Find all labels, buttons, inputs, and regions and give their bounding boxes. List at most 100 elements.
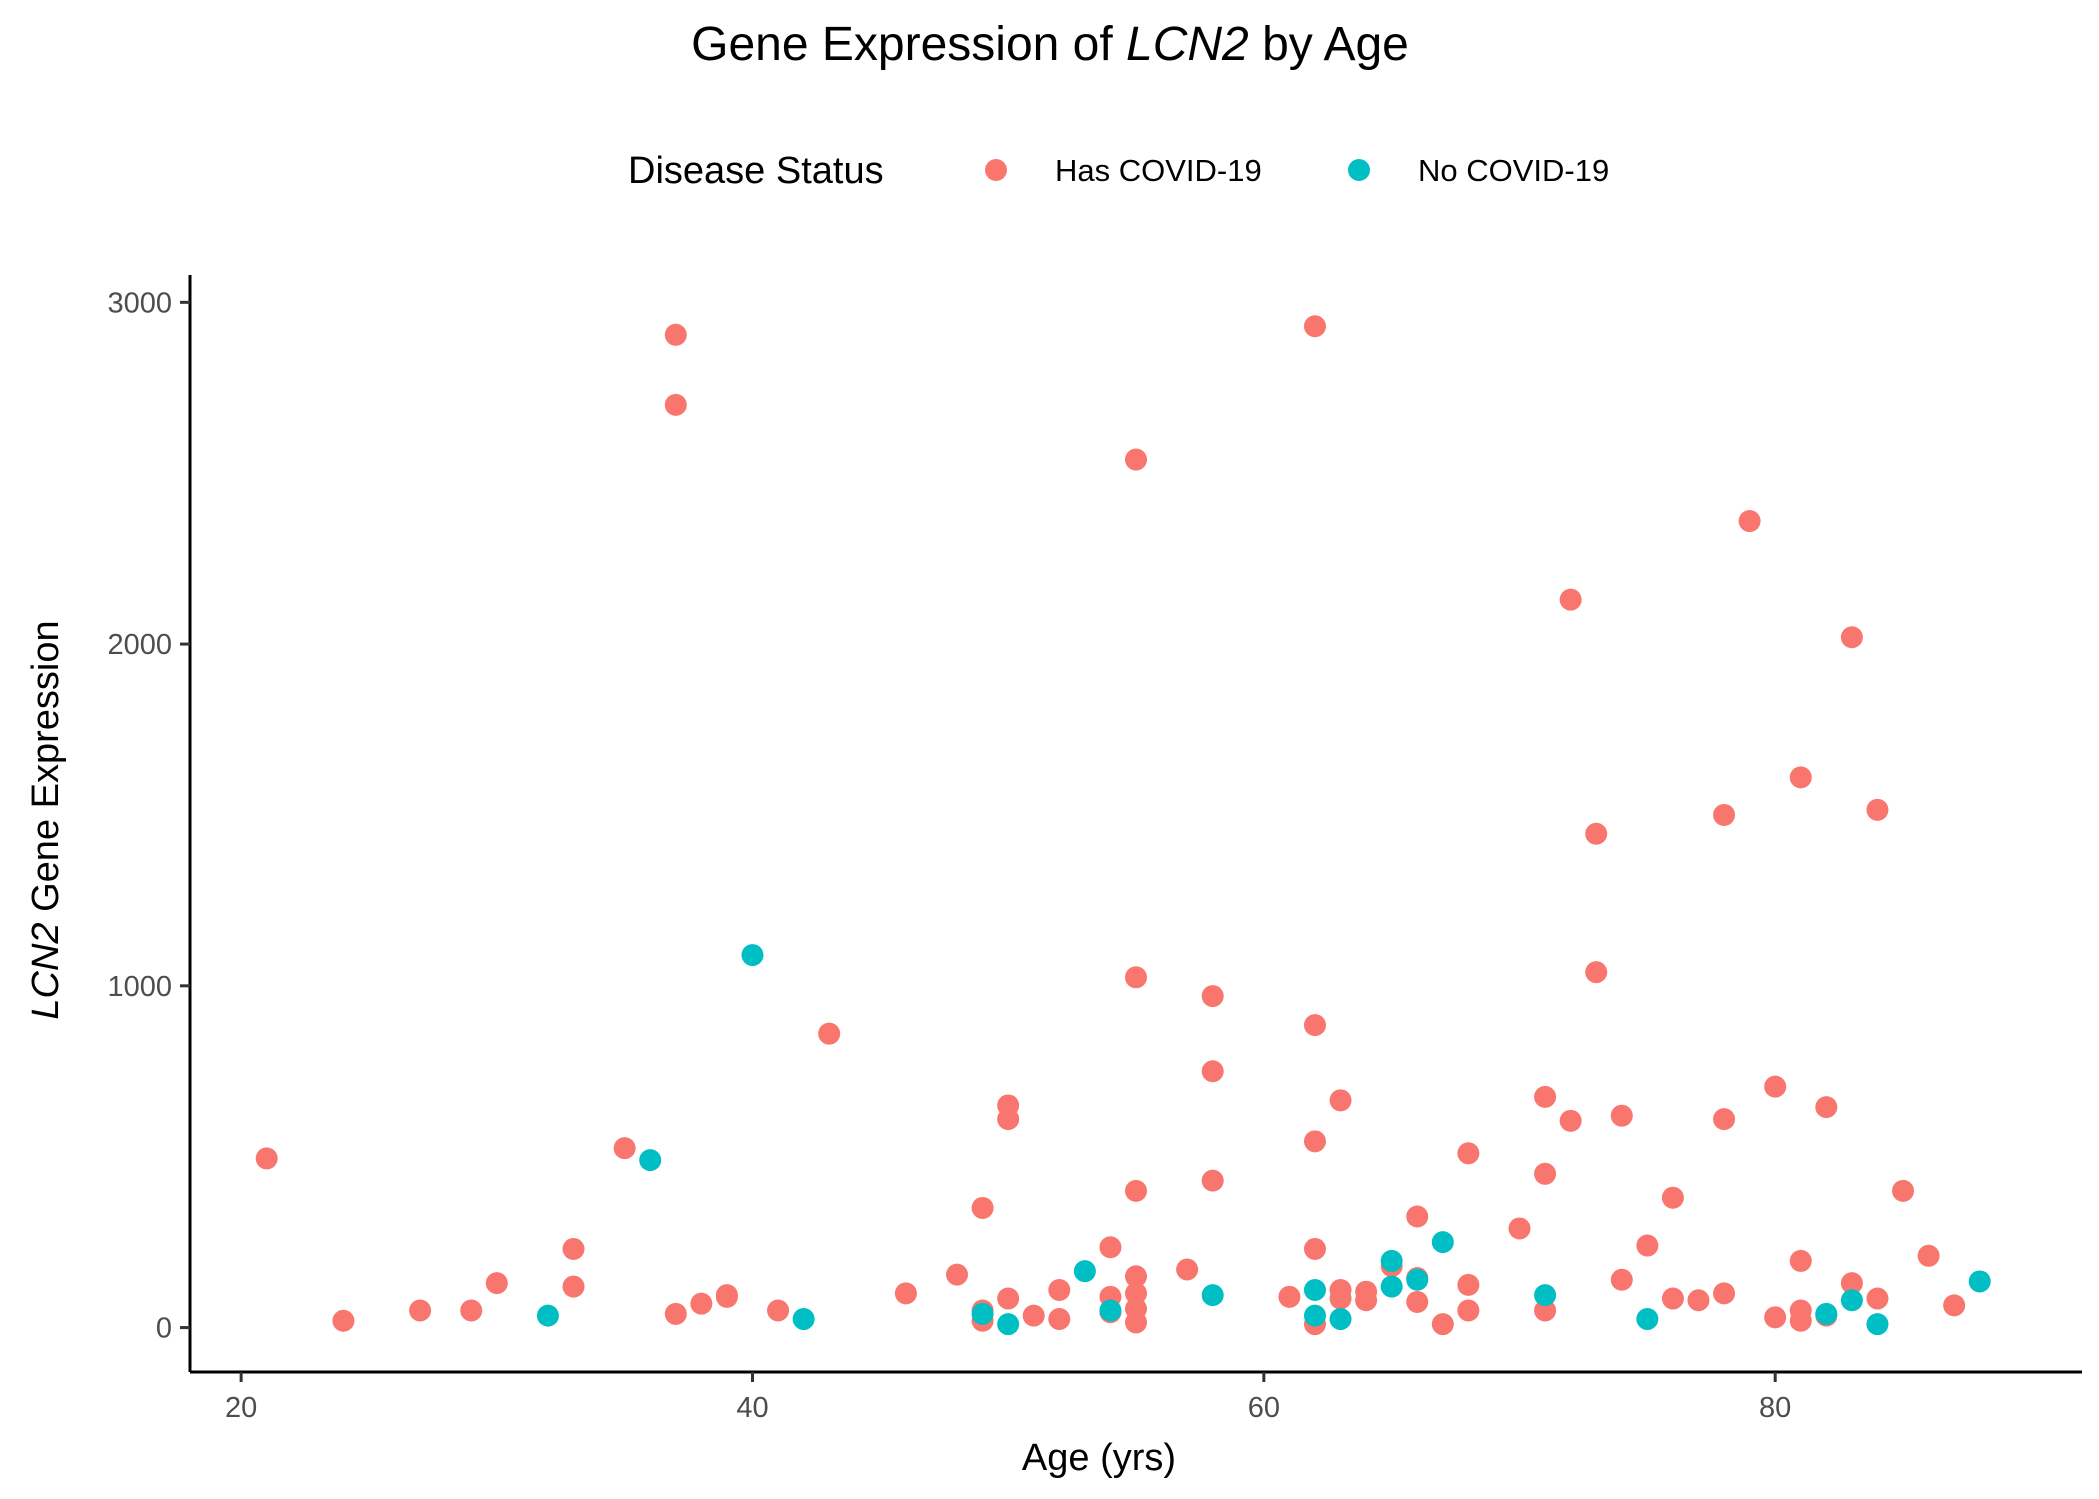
x-tick-label: 80 [1759,1392,1791,1424]
data-point [1355,1289,1378,1312]
data-point [613,1137,636,1160]
y-axis-ticks: 0 1000 2000 3000 [107,287,190,1345]
data-point [1125,1265,1147,1288]
data-point [1431,1231,1454,1254]
data-point [1125,448,1147,471]
data-point [997,1313,1020,1336]
data-point [536,1304,559,1327]
data-point [664,1302,687,1325]
data-point [1585,822,1608,845]
legend-label-has-covid: Has COVID-19 [1055,153,1262,188]
chart-title-prefix: Gene Expression of [691,18,1126,71]
data-point [1866,1313,1889,1336]
data-point [1661,1186,1684,1209]
data-point [997,1287,1020,1310]
data-point [1278,1285,1301,1308]
data-point [1713,1282,1736,1305]
data-point [409,1299,432,1322]
data-point [562,1275,585,1298]
data-point [1099,1299,1122,1322]
data-point [1329,1089,1352,1112]
data-point [1636,1308,1659,1331]
data-point [1534,1085,1557,1108]
data-point [715,1284,738,1307]
data-point [1892,1179,1915,1202]
data-point [1201,1284,1224,1307]
chart-title: Gene Expression of LCN2 by Age [691,18,1409,71]
data-point [1610,1104,1633,1127]
data-point [1585,961,1608,984]
legend-key-has-covid [985,159,1007,181]
data-point [1534,1299,1557,1322]
data-point [1201,985,1224,1008]
x-tick-label: 20 [225,1392,257,1424]
data-point [1764,1306,1787,1329]
data-point [1303,1130,1326,1153]
data-point [1380,1275,1403,1298]
data-point [1840,626,1863,649]
data-point [664,323,687,346]
data-point [1559,1109,1582,1132]
y-tick-label: 2000 [107,629,172,661]
data-point [1815,1096,1838,1119]
data-point [1534,1284,1557,1307]
data-point [1687,1289,1710,1312]
data-point [741,944,764,967]
data-point [894,1282,917,1305]
data-point [1559,588,1582,611]
data-point [1303,1278,1326,1301]
data-point [1968,1270,1991,1293]
chart-title-gene: LCN2 [1126,18,1249,71]
data-point [1534,1162,1557,1185]
y-axis-title-suffix: Gene Expression [25,620,67,922]
data-point [1713,803,1736,826]
data-point [1125,1179,1147,1202]
data-point [1329,1308,1352,1331]
data-point [1943,1294,1966,1317]
data-point [1073,1260,1096,1283]
legend-key-no-covid [1348,159,1370,181]
x-axis-ticks: 20 40 60 80 [225,1372,1791,1424]
data-point [1431,1313,1454,1336]
data-point [1303,1237,1326,1260]
data-point [1406,1205,1429,1228]
data-point [1789,1309,1812,1332]
data-point [1866,1287,1889,1310]
data-point [1713,1108,1736,1131]
data-point [1176,1258,1199,1281]
data-point [255,1147,278,1170]
data-point [1457,1142,1480,1165]
data-point [1866,798,1889,821]
data-point [1610,1268,1633,1291]
y-axis-title: LCN2 Gene Expression [25,620,67,1019]
data-point [1125,966,1147,989]
data-point [562,1237,585,1260]
data-point [1738,510,1761,533]
data-point [971,1302,994,1325]
chart-title-suffix: by Age [1249,18,1409,71]
x-axis-title: Age (yrs) [1022,1437,1176,1479]
data-point [1048,1278,1071,1301]
data-point [1125,1282,1147,1305]
series-no-covid [536,944,1991,1336]
data-point [1380,1249,1403,1272]
y-axis-title-gene: LCN2 [25,922,67,1019]
series-has-covid [255,315,1966,1336]
data-point [1508,1217,1531,1240]
data-point [767,1299,790,1322]
data-point [1201,1169,1224,1192]
data-point [639,1149,662,1172]
data-point [818,1022,841,1045]
data-point [690,1292,713,1315]
data-point [971,1196,994,1219]
data-point [1406,1268,1429,1291]
data-point [1457,1273,1480,1296]
data-point [792,1308,815,1331]
data-point [1048,1308,1071,1331]
legend: Disease Status Has COVID-19 No COVID-19 [628,150,1609,192]
data-point [1661,1287,1684,1310]
x-tick-label: 60 [1248,1392,1280,1424]
data-point [1406,1290,1429,1313]
data-point [1099,1236,1122,1259]
data-point [460,1299,483,1322]
